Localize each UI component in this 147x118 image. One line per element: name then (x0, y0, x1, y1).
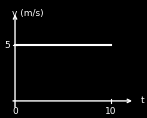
Text: v (m/s): v (m/s) (12, 9, 44, 18)
Text: 0: 0 (12, 107, 18, 116)
Text: t (s): t (s) (141, 96, 147, 105)
Text: 5: 5 (4, 40, 10, 50)
Text: 10: 10 (105, 107, 117, 116)
